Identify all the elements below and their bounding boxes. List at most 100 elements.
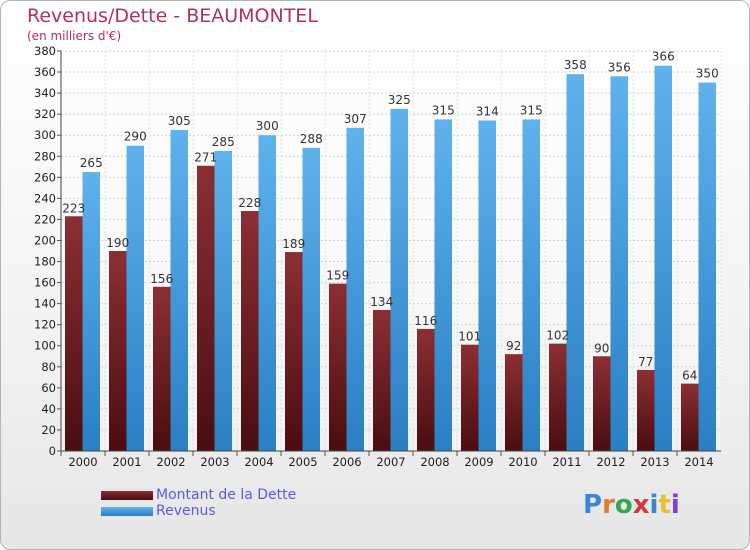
data-label-debt: 223 — [62, 201, 85, 215]
legend-item-debt: Montant de la Dette — [101, 487, 296, 503]
bar-revenue-2006 — [346, 127, 364, 451]
y-tick-label: 140 — [34, 297, 56, 311]
x-tick-label: 2003 — [200, 455, 229, 469]
x-tick-label: 2004 — [244, 455, 273, 469]
data-label-revenue: 358 — [564, 58, 587, 72]
bar-revenue-2007 — [390, 108, 408, 451]
data-label-revenue: 290 — [124, 130, 147, 144]
bar-debt-2010 — [505, 354, 523, 451]
logo-letter: x — [632, 490, 650, 520]
bar-revenue-2002 — [170, 129, 188, 451]
y-tick-label: 320 — [34, 107, 56, 121]
data-label-revenue: 305 — [168, 114, 191, 128]
legend-label-debt: Montant de la Dette — [156, 487, 297, 503]
y-tick-label: 100 — [34, 339, 56, 353]
data-label-revenue: 315 — [520, 103, 543, 117]
x-tick-label: 2008 — [420, 455, 449, 469]
data-label-revenue: 300 — [256, 119, 279, 133]
proxiti-logo: Proxiti — [583, 490, 680, 520]
bar-debt-2011 — [549, 343, 567, 451]
y-tick-label: 60 — [41, 381, 56, 395]
bar-debt-2004 — [241, 211, 259, 451]
x-tick-label: 2014 — [684, 455, 713, 469]
y-tick-label: 20 — [41, 423, 56, 437]
bar-debt-2002 — [153, 286, 171, 451]
y-tick-label: 0 — [49, 444, 56, 458]
data-label-revenue: 315 — [432, 103, 455, 117]
data-label-debt: 190 — [106, 236, 129, 250]
legend-item-revenue: Revenus — [101, 503, 296, 519]
bar-revenue-2003 — [214, 151, 232, 451]
bar-debt-2001 — [109, 251, 127, 451]
logo-letter: o — [614, 490, 633, 520]
data-label-debt: 90 — [594, 341, 609, 355]
bar-revenue-2013 — [654, 65, 672, 451]
bar-revenue-2008 — [434, 119, 452, 451]
y-tick-label: 180 — [34, 255, 56, 269]
bar-revenue-2011 — [566, 74, 584, 451]
x-tick-label: 2009 — [464, 455, 493, 469]
bar-revenue-2001 — [126, 145, 144, 451]
data-label-revenue: 366 — [652, 50, 675, 64]
bar-revenue-2009 — [478, 120, 496, 451]
data-label-revenue: 325 — [388, 93, 411, 107]
data-label-revenue: 350 — [696, 67, 719, 81]
y-tick-label: 240 — [34, 191, 56, 205]
data-label-revenue: 307 — [344, 112, 367, 126]
bar-debt-2009 — [461, 344, 479, 451]
data-label-revenue: 314 — [476, 104, 499, 118]
y-tick-label: 40 — [41, 402, 56, 416]
data-label-debt: 271 — [194, 151, 217, 165]
y-tick-label: 160 — [34, 276, 56, 290]
bar-revenue-2000 — [82, 172, 100, 452]
logo-letter: r — [602, 490, 615, 520]
bar-revenue-2010 — [522, 119, 540, 451]
data-label-debt: 159 — [326, 269, 349, 283]
y-tick-label: 260 — [34, 170, 56, 184]
data-label-debt: 134 — [370, 295, 393, 309]
bar-debt-2014 — [681, 383, 699, 451]
data-label-debt: 102 — [546, 329, 569, 343]
bar-debt-2008 — [417, 328, 435, 451]
chart-subtitle: (en milliers d'€) — [27, 29, 122, 43]
x-tick-label: 2011 — [552, 455, 581, 469]
chart-title: Revenus/Dette - BEAUMONTEL — [27, 5, 318, 27]
x-tick-label: 2013 — [640, 455, 669, 469]
legend-label-revenue: Revenus — [156, 503, 216, 519]
data-label-debt: 101 — [458, 330, 481, 344]
data-label-debt: 77 — [638, 355, 653, 369]
x-tick-label: 2002 — [156, 455, 185, 469]
data-label-debt: 116 — [414, 314, 437, 328]
x-tick-label: 2007 — [376, 455, 405, 469]
y-tick-label: 300 — [34, 128, 56, 142]
bar-debt-2003 — [197, 165, 215, 451]
x-tick-label: 2005 — [288, 455, 317, 469]
legend-swatch-debt — [101, 490, 153, 500]
bar-revenue-2005 — [302, 147, 320, 451]
bar-revenue-2014 — [698, 82, 716, 451]
x-tick-label: 2010 — [508, 455, 537, 469]
bar-debt-2006 — [329, 283, 347, 451]
data-label-revenue: 356 — [608, 60, 631, 74]
y-tick-label: 200 — [34, 233, 56, 247]
x-tick-label: 2006 — [332, 455, 361, 469]
y-tick-label: 280 — [34, 149, 56, 163]
data-label-revenue: 265 — [80, 156, 103, 170]
data-label-debt: 92 — [506, 339, 521, 353]
logo-letter: i — [670, 490, 680, 520]
bar-debt-2013 — [637, 369, 655, 451]
data-label-debt: 228 — [238, 196, 261, 210]
y-tick-label: 80 — [41, 360, 56, 374]
legend-swatch-revenue — [101, 506, 153, 516]
data-label-revenue: 288 — [300, 132, 323, 146]
bar-debt-2005 — [285, 252, 303, 451]
data-label-debt: 64 — [682, 369, 697, 383]
y-tick-label: 360 — [34, 65, 56, 79]
bar-revenue-2004 — [258, 135, 276, 452]
data-label-revenue: 285 — [212, 135, 235, 149]
chart-legend: Montant de la Dette Revenus — [101, 487, 296, 519]
data-label-debt: 189 — [282, 237, 305, 251]
x-tick-label: 2012 — [596, 455, 625, 469]
x-tick-label: 2001 — [112, 455, 141, 469]
